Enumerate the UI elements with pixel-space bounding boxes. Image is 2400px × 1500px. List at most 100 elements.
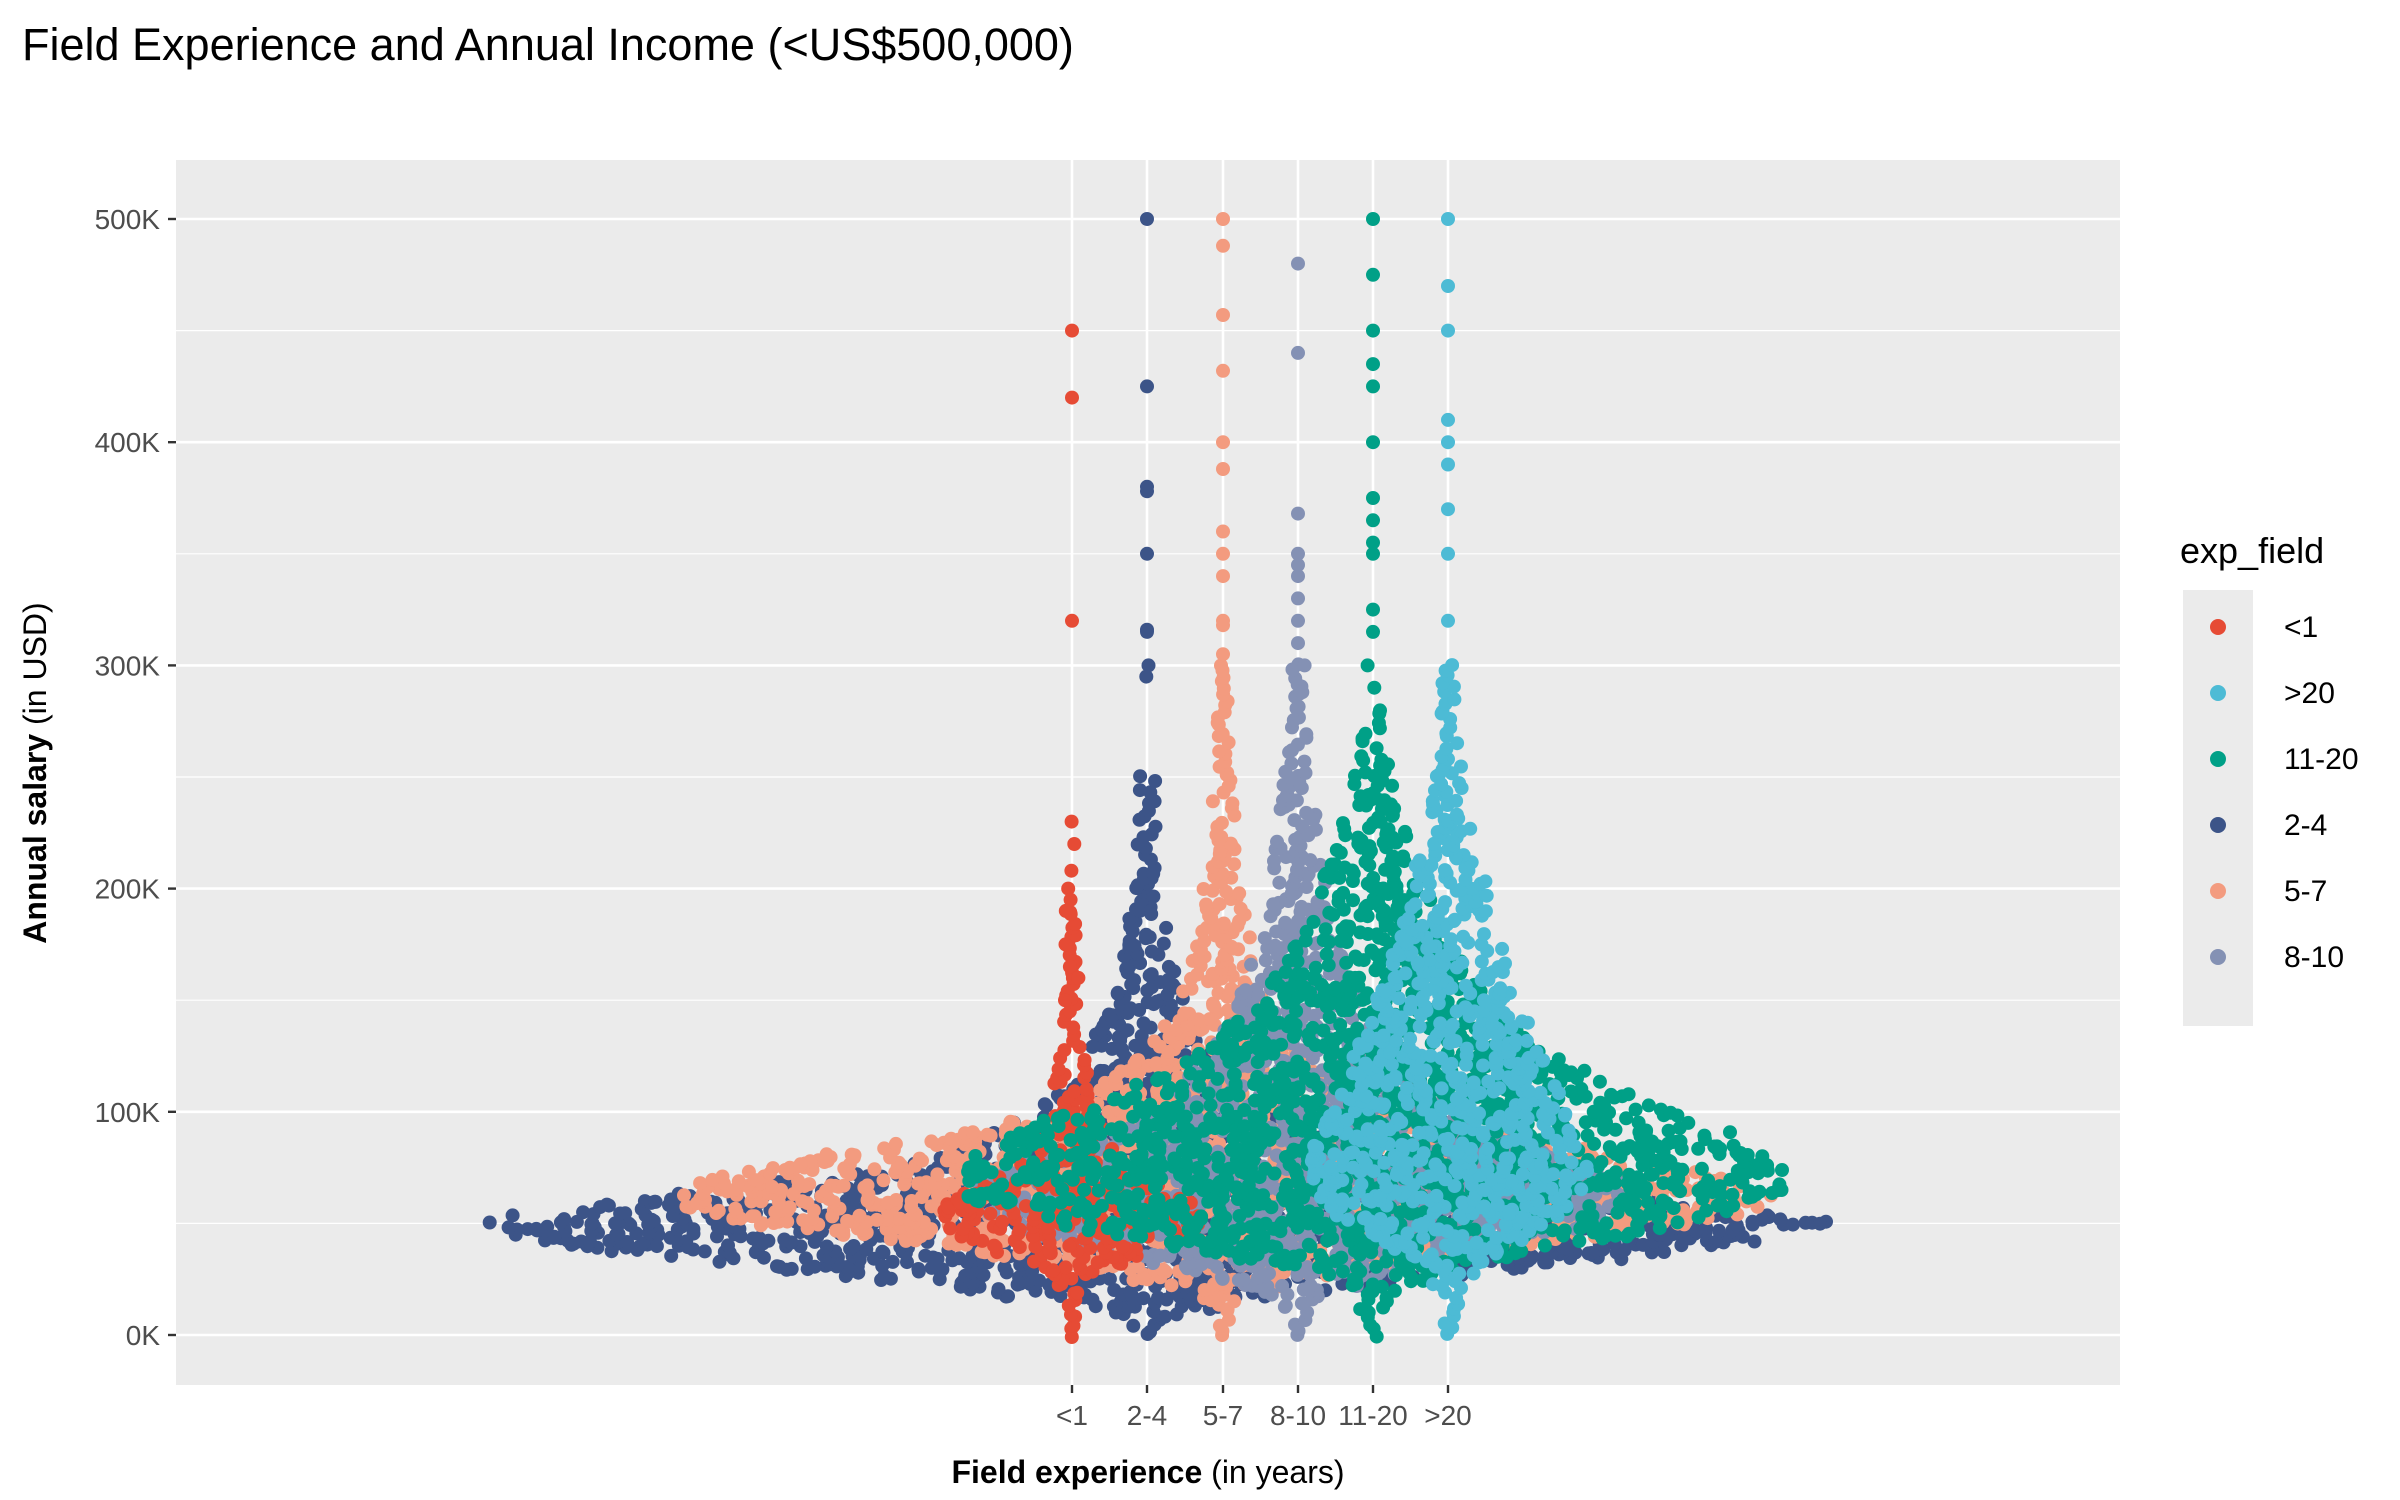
data-point <box>1157 1019 1172 1034</box>
data-point <box>1335 1264 1350 1279</box>
data-point <box>1161 959 1176 974</box>
data-point <box>1077 1053 1092 1067</box>
data-point <box>846 1150 861 1165</box>
data-point <box>1291 558 1305 572</box>
data-point <box>1148 774 1163 788</box>
data-point <box>721 1238 735 1253</box>
data-point <box>875 1244 890 1259</box>
data-point <box>1146 889 1161 904</box>
data-point <box>1144 967 1159 982</box>
data-point <box>1286 1249 1301 1264</box>
data-point <box>1584 1246 1599 1260</box>
data-point <box>664 1248 679 1263</box>
data-point <box>1299 805 1314 820</box>
data-point <box>1557 1223 1572 1238</box>
data-point <box>765 1179 779 1194</box>
data-point <box>1136 1016 1151 1031</box>
data-point <box>1244 957 1259 972</box>
data-point <box>800 1196 815 1211</box>
data-point <box>1149 994 1164 1009</box>
data-point <box>1267 854 1281 868</box>
data-point <box>983 1128 998 1143</box>
data-point <box>1164 1278 1179 1293</box>
data-point <box>1300 1260 1315 1275</box>
data-point <box>1283 1234 1298 1249</box>
data-point <box>1291 345 1305 360</box>
data-point <box>1216 647 1230 662</box>
data-point <box>1065 390 1079 405</box>
data-point <box>1062 1238 1077 1253</box>
data-point <box>819 1239 834 1254</box>
data-point <box>1140 546 1154 561</box>
data-point <box>1115 1239 1130 1254</box>
data-point <box>1205 794 1220 809</box>
data-point <box>1177 1006 1192 1021</box>
data-point <box>889 1193 904 1207</box>
data-point <box>1813 1216 1827 1231</box>
data-point <box>1755 1212 1769 1227</box>
data-point <box>1238 983 1253 998</box>
data-point <box>1216 435 1230 450</box>
data-point <box>1537 1238 1552 1253</box>
data-point <box>836 1178 851 1193</box>
data-point <box>1070 1285 1085 1300</box>
data-point <box>1093 1063 1108 1078</box>
data-point <box>987 1238 1002 1253</box>
data-point <box>1057 1043 1072 1058</box>
data-point <box>1349 1260 1364 1275</box>
data-point <box>1227 857 1242 872</box>
data-point <box>1058 993 1072 1008</box>
data-point <box>1269 1240 1284 1255</box>
data-point <box>1268 938 1283 953</box>
data-point <box>732 1221 747 1236</box>
data-point <box>599 1197 614 1212</box>
data-point <box>798 1251 813 1266</box>
data-point <box>741 1164 756 1179</box>
data-point <box>912 1151 927 1166</box>
data-point <box>1058 1260 1073 1275</box>
data-point <box>995 1214 1010 1229</box>
data-point <box>1143 785 1158 800</box>
data-point <box>1126 1318 1141 1333</box>
data-point <box>1215 1271 1230 1286</box>
data-point <box>941 1200 956 1215</box>
data-point <box>705 1172 720 1187</box>
data-point <box>1144 944 1159 959</box>
data-point <box>1514 1243 1529 1258</box>
chart-title: Field Experience and Annual Income (<US$… <box>22 19 1074 70</box>
data-point <box>885 1254 900 1269</box>
data-point <box>1071 970 1086 985</box>
data-point <box>648 1194 663 1209</box>
data-point <box>846 1239 861 1253</box>
data-point <box>1275 1279 1290 1293</box>
data-point <box>501 1220 516 1235</box>
data-point <box>911 1262 926 1276</box>
data-point <box>952 1251 967 1266</box>
data-point <box>867 1162 882 1177</box>
data-point <box>709 1206 724 1220</box>
data-point <box>1291 546 1305 561</box>
data-point <box>693 1176 708 1191</box>
data-point <box>1149 1056 1164 1071</box>
data-point <box>780 1214 795 1229</box>
data-point <box>1353 1302 1368 1317</box>
data-point <box>1272 875 1287 890</box>
data-point <box>1127 1228 1142 1243</box>
data-point <box>1140 212 1154 226</box>
data-point <box>557 1212 572 1227</box>
data-point <box>1062 959 1077 974</box>
data-point <box>784 1235 798 1250</box>
data-point <box>1216 212 1230 226</box>
data-point <box>1365 1277 1380 1292</box>
data-point <box>1523 1251 1538 1266</box>
data-point <box>505 1208 520 1223</box>
data-point <box>1388 1268 1403 1282</box>
data-point <box>1214 658 1228 673</box>
data-point <box>1216 618 1230 633</box>
data-point <box>766 1216 781 1230</box>
data-point <box>1061 881 1076 896</box>
data-point <box>529 1221 544 1236</box>
data-point <box>1224 939 1239 954</box>
data-point <box>1140 624 1154 639</box>
